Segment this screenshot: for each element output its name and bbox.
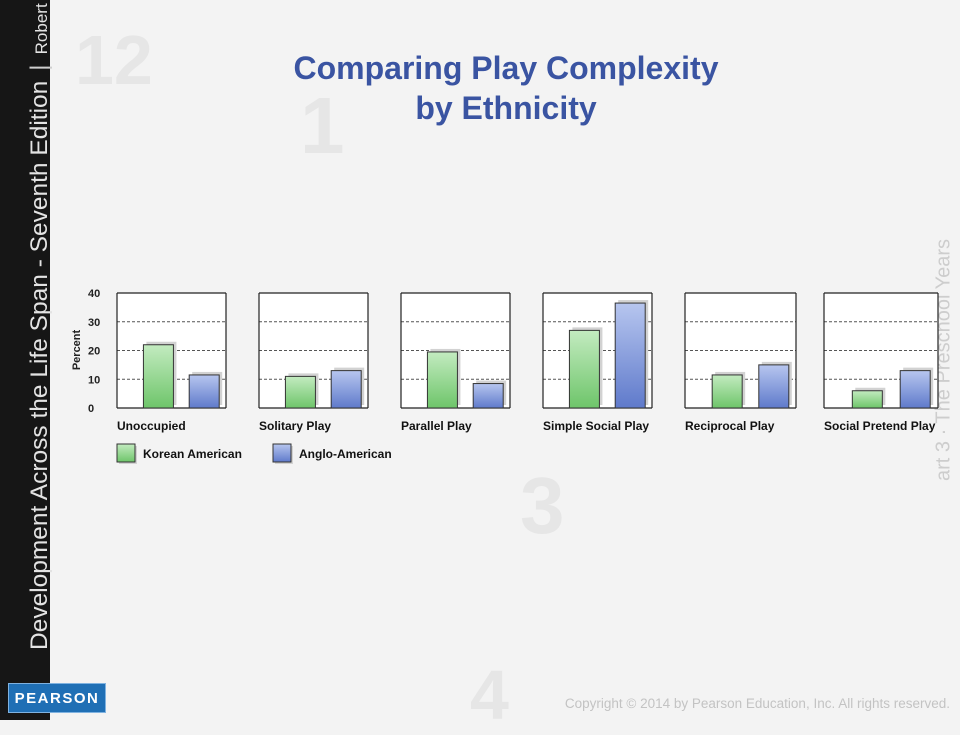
slide-title: Comparing Play Complexity by Ethnicity <box>0 48 960 128</box>
bar <box>426 351 458 409</box>
decorative-numeral: 12 <box>75 21 153 99</box>
category-label: Social Pretend Play <box>824 419 936 433</box>
y-tick-label: 0 <box>88 403 94 415</box>
pearson-logo-text: PEARSON <box>14 689 100 707</box>
category-label: Reciprocal Play <box>685 419 775 433</box>
bar <box>284 375 316 409</box>
decorative-numeral: 3 <box>520 461 565 550</box>
bar <box>851 390 883 409</box>
bar <box>899 370 931 409</box>
bar <box>568 329 600 409</box>
bar-chart: 0 10 20 30 40 Percent Unoccupied Solitary Play P… <box>71 288 939 464</box>
bar <box>142 344 174 409</box>
pearson-logo: PEARSON <box>8 683 106 713</box>
category-label: Parallel Play <box>401 419 472 433</box>
y-tick-label: 40 <box>88 288 100 300</box>
legend-swatch <box>116 443 136 463</box>
y-axis-label: Percent <box>71 329 83 370</box>
sidebar: Development Across the Life Span - Seven… <box>0 0 53 720</box>
y-tick-label: 10 <box>88 374 100 386</box>
bar <box>330 370 362 409</box>
copyright-notice: Copyright © 2014 by Pearson Education, I… <box>564 696 950 711</box>
bar <box>614 302 646 409</box>
category-label: Simple Social Play <box>543 419 649 433</box>
bar <box>188 374 220 409</box>
category-label: Unoccupied <box>117 419 186 433</box>
y-tick-label: 30 <box>88 317 100 329</box>
bar <box>758 364 790 409</box>
legend-label: Korean American <box>143 447 242 461</box>
y-tick-label: 20 <box>88 346 100 358</box>
bar <box>711 374 743 409</box>
slide-title-line2: by Ethnicity <box>415 90 597 126</box>
category-label: Solitary Play <box>259 419 331 433</box>
legend-swatch <box>272 443 292 463</box>
decorative-numeral: 1 <box>300 81 345 170</box>
bar <box>472 383 504 409</box>
slide-title-line1: Comparing Play Complexity <box>293 50 719 86</box>
legend-label: Anglo-American <box>299 447 392 461</box>
